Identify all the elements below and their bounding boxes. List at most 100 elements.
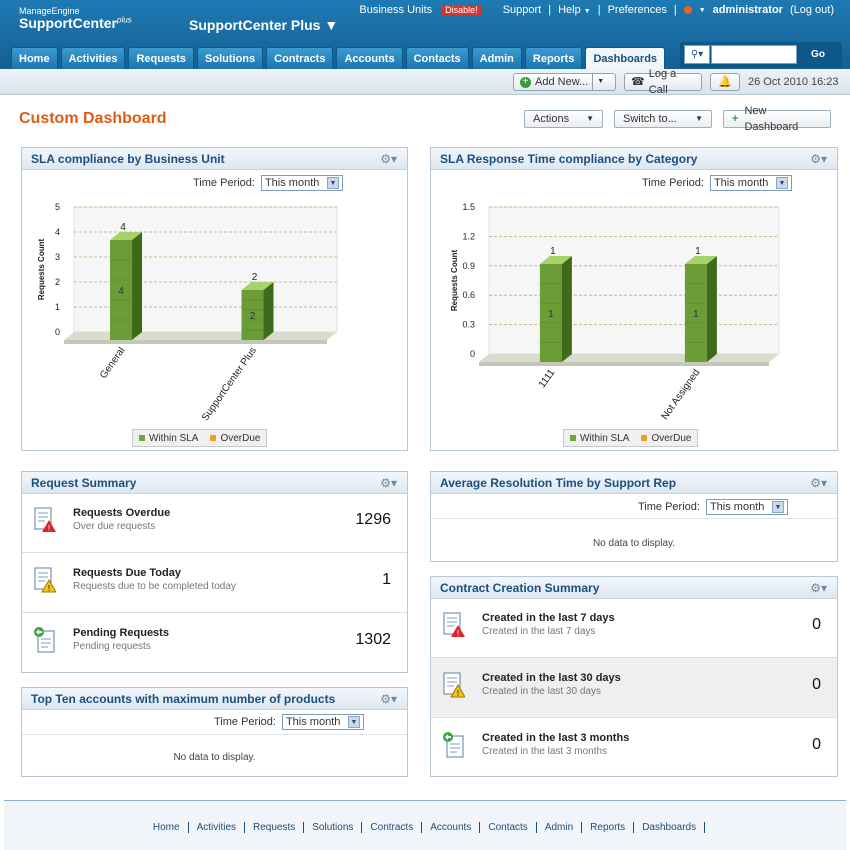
bar-value-label: 1 [695, 246, 701, 257]
footer-link-solutions[interactable]: Solutions [304, 822, 363, 833]
pending-document-icon [34, 627, 55, 653]
switch-to-dropdown[interactable]: Switch to... ▼ [614, 110, 712, 128]
panel-header: Average Resolution Time by Support Rep ⚙▾ [431, 472, 837, 494]
reminder-button[interactable]: 🔔 [710, 73, 740, 91]
time-period-value: This month [285, 716, 341, 728]
bar-value-label: 1 [550, 246, 556, 257]
footer-link-contacts[interactable]: Contacts [480, 822, 537, 833]
search-module-select[interactable]: ⚲▾ [684, 45, 710, 64]
logout-link[interactable]: (Log out) [789, 4, 834, 16]
svg-text:!: ! [48, 584, 50, 593]
list-item[interactable]: ! Created in the last 7 days Created in … [431, 598, 837, 658]
preferences-link[interactable]: Preferences [607, 4, 667, 16]
x-category-label: Not Assigned [660, 367, 703, 422]
tab-requests[interactable]: Requests [128, 47, 195, 69]
top-links: Business Units Disable! Support | Help ▼… [359, 4, 834, 16]
footer-link-requests[interactable]: Requests [245, 822, 305, 833]
gear-icon[interactable]: ⚙▾ [810, 476, 827, 490]
chart-bar-top [241, 282, 274, 290]
footer-link-reports[interactable]: Reports [582, 822, 635, 833]
brand-name: SupportCenter [19, 15, 117, 31]
tab-contacts[interactable]: Contacts [405, 47, 469, 69]
svg-text:!: ! [457, 689, 459, 698]
tab-dashboards[interactable]: Dashboards [585, 47, 666, 69]
row-desc: Created in the last 7 days [482, 626, 596, 637]
footer-link-accounts[interactable]: Accounts [422, 822, 481, 833]
footer-link-contracts[interactable]: Contracts [362, 822, 423, 833]
y-tick-label: 1 [55, 302, 60, 312]
tab-reports[interactable]: Reports [524, 47, 583, 69]
tab-solutions[interactable]: Solutions [197, 47, 264, 69]
x-category-label: 1111 [537, 367, 558, 390]
tab-accounts[interactable]: Accounts [336, 47, 403, 69]
footer-link-admin[interactable]: Admin [537, 822, 583, 833]
search-input[interactable] [711, 45, 797, 64]
panel-title: SLA compliance by Business Unit [31, 152, 225, 166]
bell-icon: 🔔 [718, 76, 732, 88]
tab-activities[interactable]: Activities [60, 47, 126, 69]
row-desc: Over due requests [73, 521, 156, 532]
new-dashboard-button[interactable]: + New Dashboard [723, 105, 831, 133]
help-menu[interactable]: Help ▼ [558, 4, 591, 16]
help-label: Help [558, 4, 581, 16]
tab-home[interactable]: Home [11, 47, 58, 69]
sla-business-unit-chart: 0 1 2 3 4 5 Requests Count 4 4 General 2 2 SupportCe… [37, 202, 338, 422]
add-new-button[interactable]: + Add New... ▼ [513, 73, 616, 91]
time-period-select[interactable]: This month ▼ [260, 175, 343, 191]
brand-logo[interactable]: SupportCenterplus [19, 15, 132, 31]
gear-icon[interactable]: ⚙▾ [380, 692, 397, 706]
user-name[interactable]: administrator [712, 4, 783, 16]
actions-dropdown[interactable]: Actions ▼ [524, 110, 603, 128]
gear-icon[interactable]: ⚙▾ [810, 152, 827, 166]
top-header: ManageEngine SupportCenterplus SupportCe… [0, 0, 850, 69]
row-title: Requests Overdue [73, 507, 171, 519]
log-call-button[interactable]: ☎ Log a Call [624, 68, 702, 96]
list-item[interactable]: ! Requests Overdue Over due requests 129… [22, 493, 407, 553]
tab-contracts[interactable]: Contracts [266, 47, 334, 69]
business-units-link[interactable]: Business Units [359, 4, 433, 16]
y-tick-label: 0.6 [462, 290, 475, 300]
chevron-down-icon: ▼ [695, 114, 703, 123]
chart-floor-edge [64, 340, 327, 344]
time-period-select[interactable]: This month ▼ [709, 175, 792, 191]
search-icon: ⚲ [690, 49, 699, 60]
switch-to-label: Switch to... [623, 113, 677, 125]
chart-bar-front [241, 290, 264, 340]
time-period-select[interactable]: This month ▼ [281, 714, 364, 730]
separator: | [597, 4, 601, 16]
overdue-document-icon: ! [34, 507, 56, 533]
support-link[interactable]: Support [502, 4, 542, 16]
chart-floor-edge [479, 362, 769, 366]
list-item[interactable]: ! Created in the last 30 days Created in… [431, 658, 837, 718]
legend-within-sla: Within SLA [139, 433, 198, 444]
time-period-select[interactable]: This month ▼ [705, 499, 788, 515]
product-switcher[interactable]: SupportCenter Plus ▼ [189, 17, 338, 33]
chevron-down-icon[interactable]: ▼ [698, 6, 706, 14]
separator: | [673, 4, 677, 16]
list-item[interactable]: Pending Requests Pending requests 1302 [22, 613, 407, 673]
y-tick-label: 0 [55, 327, 60, 337]
footer-link-activities[interactable]: Activities [189, 822, 246, 833]
gear-icon[interactable]: ⚙▾ [380, 152, 397, 166]
row-title: Created in the last 3 months [482, 732, 630, 744]
search-box: ⚲▾ Go [680, 42, 842, 68]
disable-button[interactable]: Disable! [441, 5, 482, 15]
list-item[interactable]: ! Requests Due Today Requests due to be … [22, 553, 407, 613]
gear-icon[interactable]: ⚙▾ [810, 581, 827, 595]
footer-link-dashboards[interactable]: Dashboards [634, 822, 706, 833]
brand-sup: plus [117, 15, 132, 25]
x-category-label: General [98, 345, 127, 380]
panel-contract-summary: Contract Creation Summary ⚙▾ ! Created in… [430, 576, 838, 777]
row-title: Pending Requests [73, 627, 169, 639]
chart-bar-front [539, 264, 562, 362]
search-go-button[interactable]: Go [811, 49, 825, 60]
tab-admin[interactable]: Admin [471, 47, 522, 69]
chevron-down-icon: ▼ [347, 716, 360, 728]
y-tick-label: 3 [55, 252, 60, 262]
footer-link-home[interactable]: Home [145, 822, 189, 833]
gear-icon[interactable]: ⚙▾ [380, 476, 397, 490]
due-today-document-icon: ! [34, 567, 56, 593]
x-category-label: SupportCenter Plus [200, 345, 259, 422]
list-item[interactable]: Created in the last 3 months Created in … [431, 718, 837, 778]
row-count: 1296 [355, 511, 391, 528]
